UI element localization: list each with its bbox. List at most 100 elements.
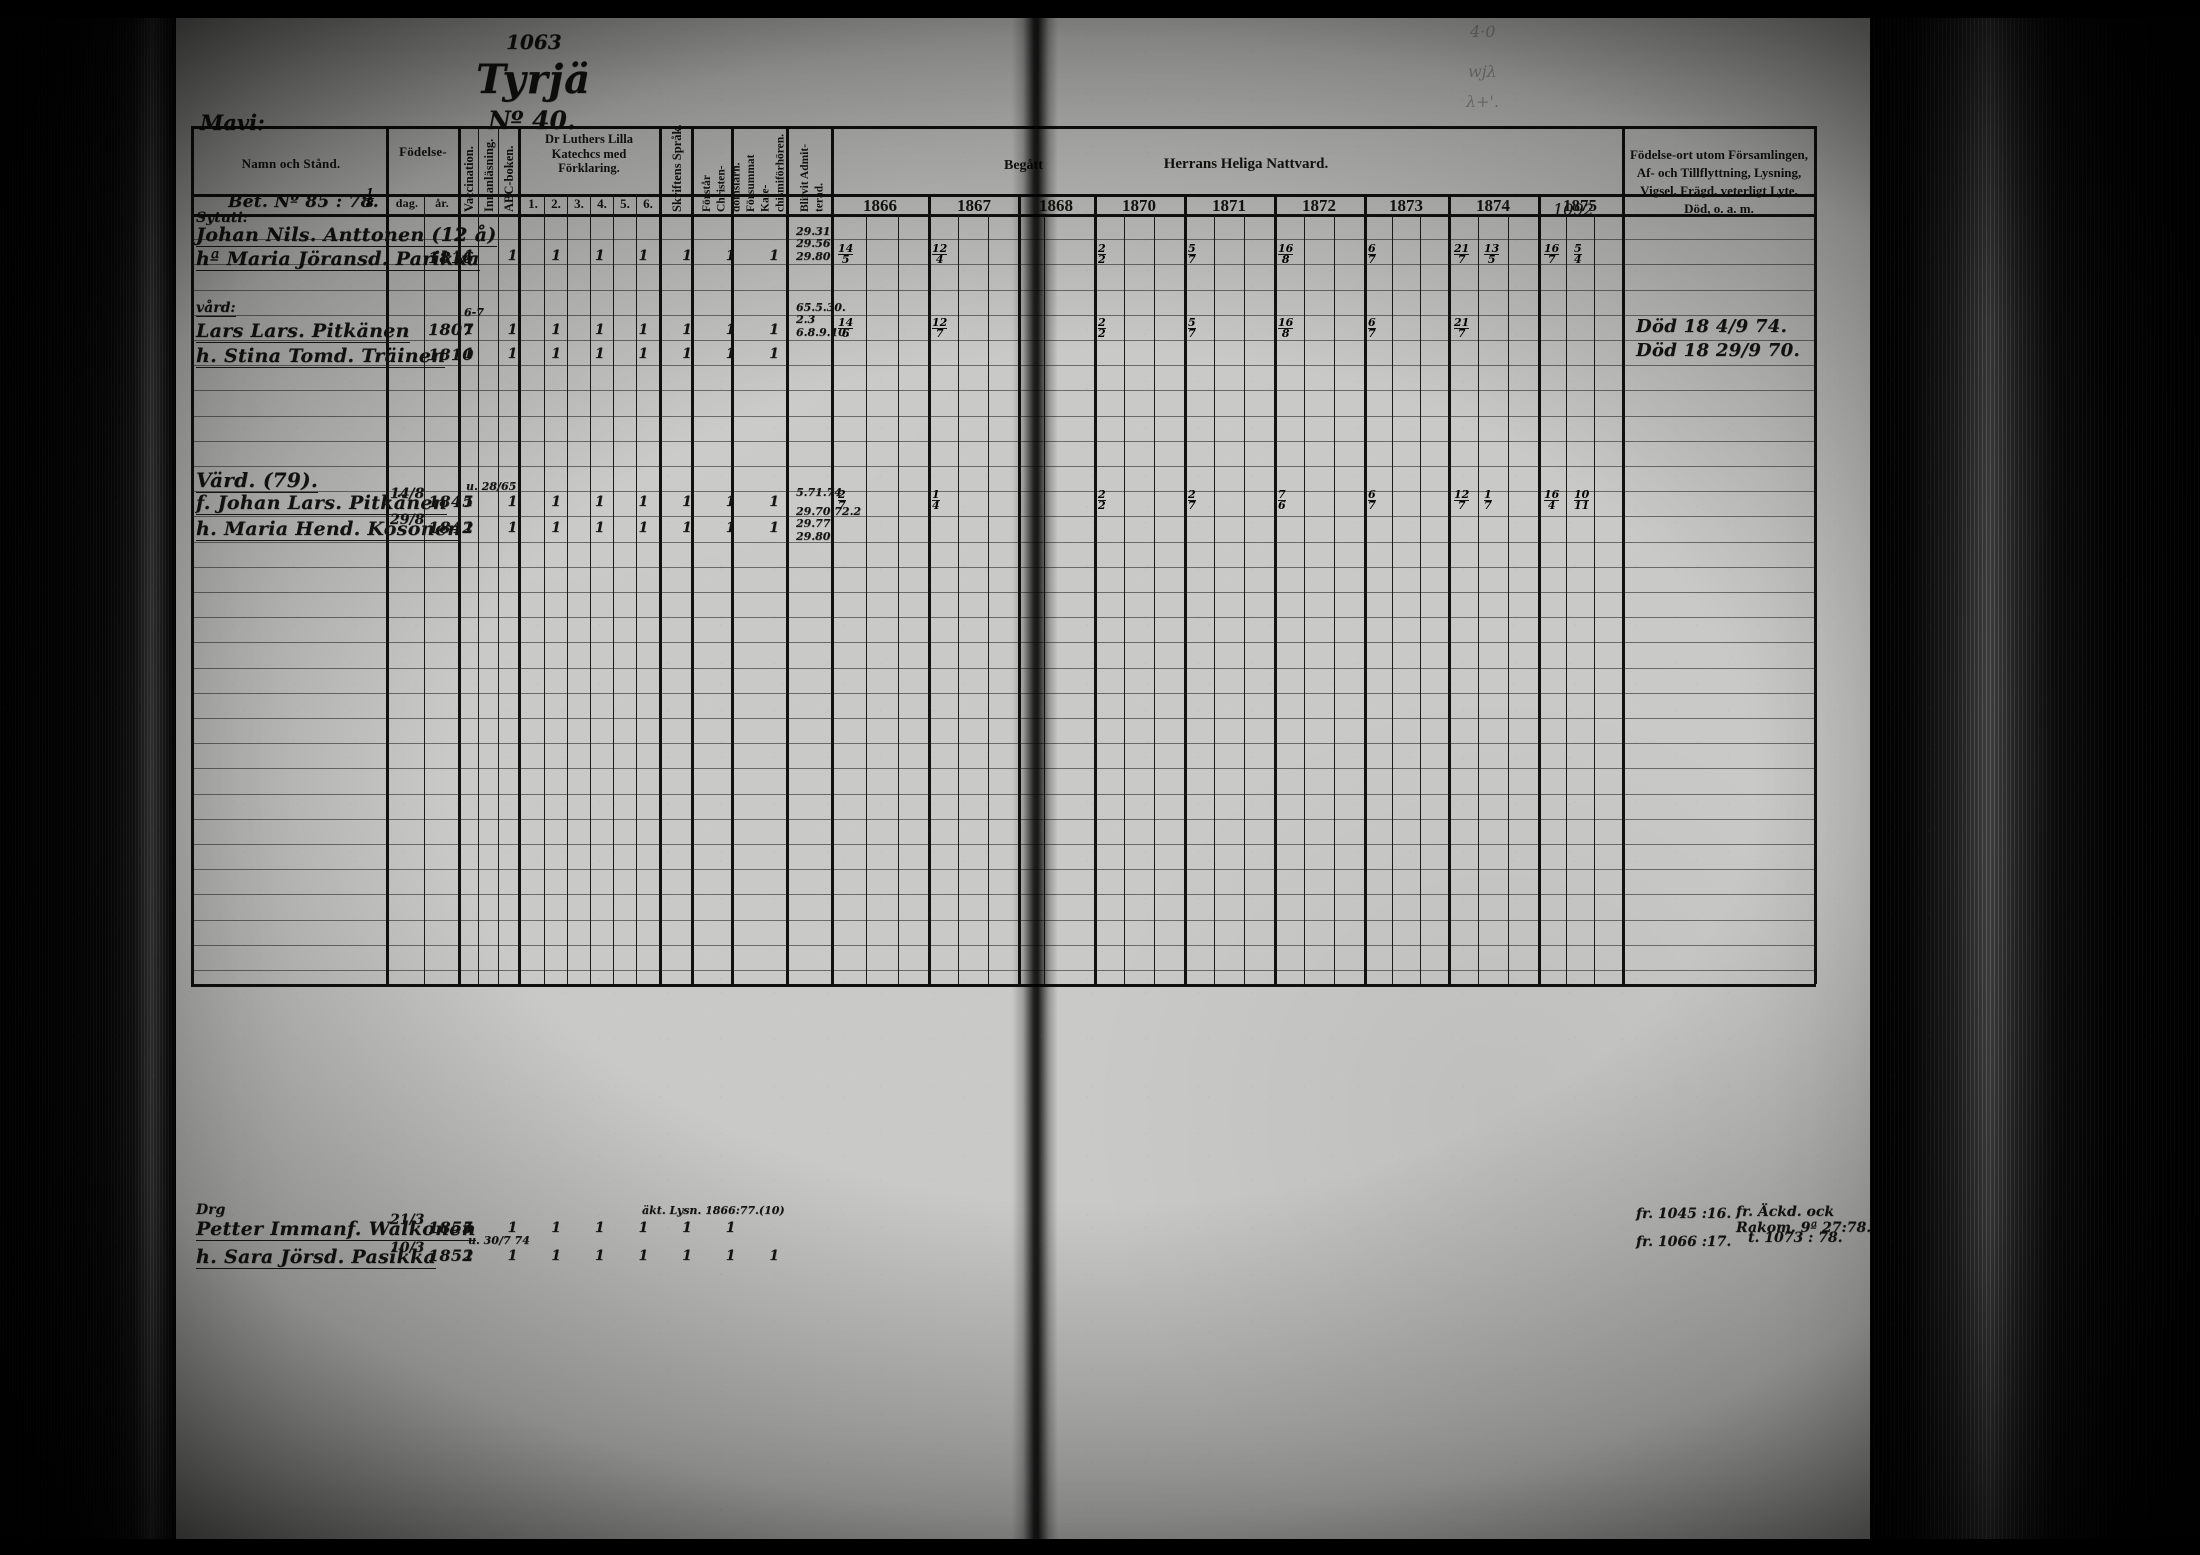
row-marks-1: 1 1 1 1 1 1 1 1 (464, 248, 794, 264)
year-1867: 1867 (957, 196, 991, 215)
row-rule (191, 970, 1816, 971)
year-1873: 1873 (1389, 196, 1423, 215)
communion-mark: 21 7 (1454, 316, 1470, 341)
communion-mark: 12 7 (932, 316, 948, 341)
header-forstar-christendom: Förstår Christen-domslärn. (701, 162, 743, 212)
header-skriftens-sprak: Skriftens Språk. (670, 124, 684, 212)
header-katekes-1: 1. (528, 196, 538, 211)
row-name-0: Johan Nils. Anttonen (12 å) (196, 224, 497, 247)
header-innanlasning: Innanläsning. (482, 138, 496, 212)
header-katekes-4: 4. (597, 196, 607, 211)
yr1873-end (1448, 194, 1451, 984)
row-rule (191, 289, 1816, 291)
row-name-2: Lars Lars. Pitkänen (196, 320, 410, 343)
book-edge-right (1870, 0, 2200, 1555)
row-rule (191, 466, 1816, 467)
row-katekes-1: 29.31. 29.56. 29.80 (796, 225, 835, 263)
row-birthnote-2: 6-7 (464, 306, 484, 319)
row-rule (191, 768, 1816, 770)
table-bottom-rule (191, 984, 1816, 987)
row-birthnote-4: u. 28/65 (466, 480, 517, 493)
row-rule (191, 793, 1816, 795)
page-edge-bottom (0, 1539, 2200, 1555)
communion-mark: 16 7 (1544, 242, 1560, 267)
year-1866: 1866 (863, 196, 897, 215)
row-marks-2: 1 1 1 1 1 1 1 1 (464, 322, 794, 338)
reference-bet-number: Bet. Nº 85 : 78. (228, 192, 379, 212)
header-name-column: Namn och Stånd. (241, 156, 341, 171)
header-katekes-2: 2. (551, 196, 561, 211)
row-birthday-5: 29/8 (390, 512, 425, 528)
row-note-3: Död 18 29/9 70. (1636, 340, 1801, 361)
row-marks-3: 1 1 1 1 1 1 1 1 (464, 346, 794, 362)
table-top-rule (191, 126, 1816, 129)
row-katekes-4: 5.71.74 (796, 486, 842, 499)
communion-mark: 14 6 (838, 316, 854, 341)
header-catechism-group: Dr Luthers Lilla Katechcs med Förklaring… (545, 132, 633, 175)
row-katekes-5: 29.70.72.2 29.77 29.80 (796, 505, 862, 543)
page-number: 1063 (506, 30, 562, 54)
row-birthday-4: 14/8 (390, 486, 425, 502)
header-katekes-5: 5. (620, 196, 630, 211)
row-rule (191, 718, 1816, 719)
communion-mark: 16 8 (1278, 242, 1294, 267)
faint-mark-1: 4·0 (1470, 22, 1496, 41)
col-rule-k5 (636, 194, 637, 984)
row-rule (191, 214, 1816, 215)
communion-mark: 16 8 (1278, 316, 1294, 341)
row-rule (191, 617, 1816, 619)
year-1875: 1875 (1563, 196, 1597, 215)
header-blifvit-admitterad: Blifvit Admit-terad. (799, 143, 826, 212)
yr1871-end (1274, 194, 1277, 984)
book-gutter-shadow (1012, 18, 1058, 1539)
row-note-7: fr. 1066 :17. (1636, 1234, 1732, 1250)
yr1874-end (1538, 194, 1541, 984)
row-rule (191, 592, 1816, 593)
year-1870: 1870 (1122, 196, 1156, 215)
header-abc-boken: ABC-boken. (502, 145, 516, 212)
communion-mark: 14 5 (838, 242, 854, 267)
table-right-rule (1814, 126, 1817, 984)
communion-mark: 10 11 (1574, 488, 1590, 513)
margin-note-mavi: Mavi: (200, 110, 265, 135)
row-marks-5: 1 1 1 1 1 1 1 1 (464, 520, 794, 536)
faint-mark-3: λ+'. (1466, 92, 1500, 111)
notes-col-start (1622, 126, 1625, 984)
row-rule (191, 314, 1816, 316)
header-birth-group: Födelse- (399, 144, 447, 159)
row-name-3: h. Stina Tomd. Träinen (196, 345, 446, 368)
communion-mark: 13 5 (1484, 242, 1500, 267)
row-rule (191, 541, 1816, 543)
book-edge-left (0, 0, 176, 1555)
yr1870-end (1184, 194, 1187, 984)
yr1866-end (928, 194, 931, 984)
col-rule-k2 (567, 194, 568, 984)
margin-note-bottom-2: t. 1073 : 78. (1748, 1230, 1843, 1246)
group-label-4: Värd. (79). (196, 468, 319, 493)
row-rule (191, 844, 1816, 845)
page-edge-top (0, 0, 2200, 18)
faint-mark-2: wjλ (1468, 62, 1497, 81)
row-marks-4: 1 1 1 1 1 1 1 1 (464, 494, 794, 510)
row-marks-7: 1 1 1 1 1 1 1 1 (464, 1248, 794, 1264)
farm-number: Nº 40. (488, 106, 576, 135)
row-birthnote-7: u. 30/7 74 (468, 1234, 530, 1247)
header-birth-year: år. (435, 196, 449, 210)
header-katekes-6: 6. (643, 196, 653, 211)
row-rule (191, 919, 1816, 921)
row-rule (191, 390, 1816, 392)
row-rule (191, 944, 1816, 946)
row-rule (191, 440, 1816, 442)
